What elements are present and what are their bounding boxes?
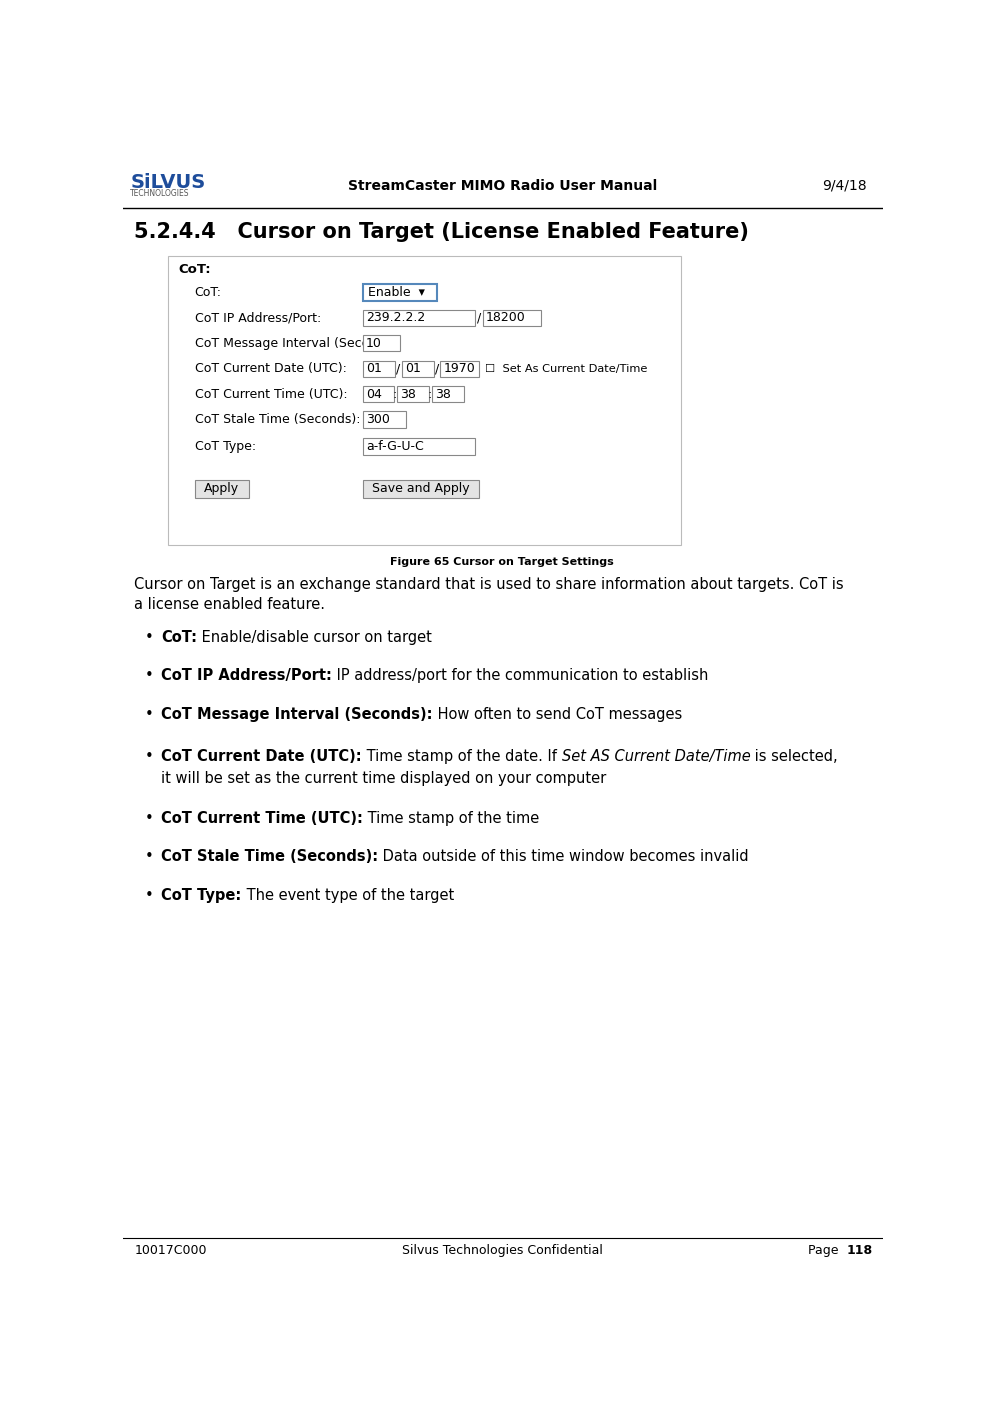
Text: /: / (396, 363, 400, 375)
Text: 118: 118 (847, 1245, 873, 1257)
FancyBboxPatch shape (363, 336, 400, 351)
Text: 1970: 1970 (443, 363, 475, 375)
Text: CoT Message Interval (Seconds):: CoT Message Interval (Seconds): (194, 337, 400, 350)
FancyBboxPatch shape (363, 285, 437, 301)
Text: CoT:: CoT: (162, 629, 197, 645)
Text: is selected,: is selected, (750, 749, 838, 765)
Text: 10: 10 (366, 337, 382, 350)
Text: •: • (144, 811, 153, 825)
Text: 9/4/18: 9/4/18 (822, 179, 866, 192)
Text: CoT Current Date (UTC):: CoT Current Date (UTC): (194, 363, 346, 375)
Text: CoT Stale Time (Seconds):: CoT Stale Time (Seconds): (194, 413, 360, 426)
FancyBboxPatch shape (363, 387, 394, 402)
Text: CoT IP Address/Port:: CoT IP Address/Port: (162, 669, 333, 683)
Text: Time stamp of the time: Time stamp of the time (363, 811, 540, 825)
Text: 38: 38 (400, 388, 416, 401)
Text: a-f-G-U-C: a-f-G-U-C (366, 440, 424, 453)
Text: How often to send CoT messages: How often to send CoT messages (433, 707, 682, 722)
Text: ☐  Set As Current Date/Time: ☐ Set As Current Date/Time (485, 364, 646, 374)
Text: 239.2.2.2: 239.2.2.2 (366, 312, 425, 325)
Text: Page: Page (808, 1245, 847, 1257)
Text: :: : (428, 388, 432, 401)
Text: Time stamp of the date. If: Time stamp of the date. If (362, 749, 561, 765)
Text: •: • (144, 749, 153, 765)
Text: CoT Type:: CoT Type: (194, 440, 256, 453)
Text: CoT:: CoT: (194, 286, 222, 299)
Text: 01: 01 (366, 363, 382, 375)
Text: StreamCaster MIMO Radio User Manual: StreamCaster MIMO Radio User Manual (347, 179, 657, 192)
FancyBboxPatch shape (363, 480, 479, 498)
Text: Enable  ▾: Enable ▾ (368, 286, 425, 299)
Text: TECHNOLOGIES: TECHNOLOGIES (130, 189, 190, 199)
FancyBboxPatch shape (168, 255, 681, 545)
Text: Set AS Current Date/Time: Set AS Current Date/Time (561, 749, 750, 765)
FancyBboxPatch shape (363, 361, 395, 377)
Text: IP address/port for the communication to establish: IP address/port for the communication to… (333, 669, 708, 683)
Text: 18200: 18200 (487, 312, 526, 325)
Text: •: • (144, 629, 153, 645)
FancyBboxPatch shape (363, 310, 475, 326)
Text: CoT:: CoT: (179, 264, 211, 277)
Text: Cursor on Target is an exchange standard that is used to share information about: Cursor on Target is an exchange standard… (134, 577, 844, 593)
Text: it will be set as the current time displayed on your computer: it will be set as the current time displ… (162, 770, 606, 786)
Text: 01: 01 (405, 363, 421, 375)
Text: •: • (144, 669, 153, 683)
Text: Silvus Technologies Confidential: Silvus Technologies Confidential (402, 1245, 602, 1257)
FancyBboxPatch shape (432, 387, 464, 402)
Text: 38: 38 (435, 388, 451, 401)
FancyBboxPatch shape (363, 439, 475, 454)
FancyBboxPatch shape (440, 361, 479, 377)
Text: CoT Current Time (UTC):: CoT Current Time (UTC): (162, 811, 363, 825)
Text: CoT Type:: CoT Type: (162, 888, 241, 903)
Text: /: / (477, 312, 482, 325)
FancyBboxPatch shape (397, 387, 429, 402)
FancyBboxPatch shape (363, 412, 405, 428)
Text: :: : (392, 388, 396, 401)
FancyBboxPatch shape (483, 310, 542, 326)
Text: Save and Apply: Save and Apply (372, 483, 470, 495)
Text: 300: 300 (366, 413, 389, 426)
Text: CoT IP Address/Port:: CoT IP Address/Port: (194, 312, 321, 325)
Text: 10017C000: 10017C000 (134, 1245, 207, 1257)
Text: CoT Current Date (UTC):: CoT Current Date (UTC): (162, 749, 362, 765)
Text: •: • (144, 849, 153, 864)
Text: 5.2.4.4   Cursor on Target (License Enabled Feature): 5.2.4.4 Cursor on Target (License Enable… (134, 222, 749, 241)
Text: •: • (144, 888, 153, 903)
Text: CoT Message Interval (Seconds):: CoT Message Interval (Seconds): (162, 707, 433, 722)
Text: Data outside of this time window becomes invalid: Data outside of this time window becomes… (379, 849, 749, 864)
Text: Apply: Apply (204, 483, 239, 495)
FancyBboxPatch shape (401, 361, 435, 377)
Text: /: / (436, 363, 439, 375)
Text: •: • (144, 707, 153, 722)
Text: 04: 04 (366, 388, 382, 401)
Text: Enable/disable cursor on target: Enable/disable cursor on target (197, 629, 433, 645)
Text: CoT Current Time (UTC):: CoT Current Time (UTC): (194, 388, 347, 401)
Text: SiLVUS: SiLVUS (130, 174, 206, 192)
Text: The event type of the target: The event type of the target (241, 888, 454, 903)
Text: CoT Stale Time (Seconds):: CoT Stale Time (Seconds): (162, 849, 379, 864)
FancyBboxPatch shape (194, 480, 249, 498)
Text: Figure 65 Cursor on Target Settings: Figure 65 Cursor on Target Settings (390, 556, 614, 567)
Text: a license enabled feature.: a license enabled feature. (134, 597, 326, 612)
